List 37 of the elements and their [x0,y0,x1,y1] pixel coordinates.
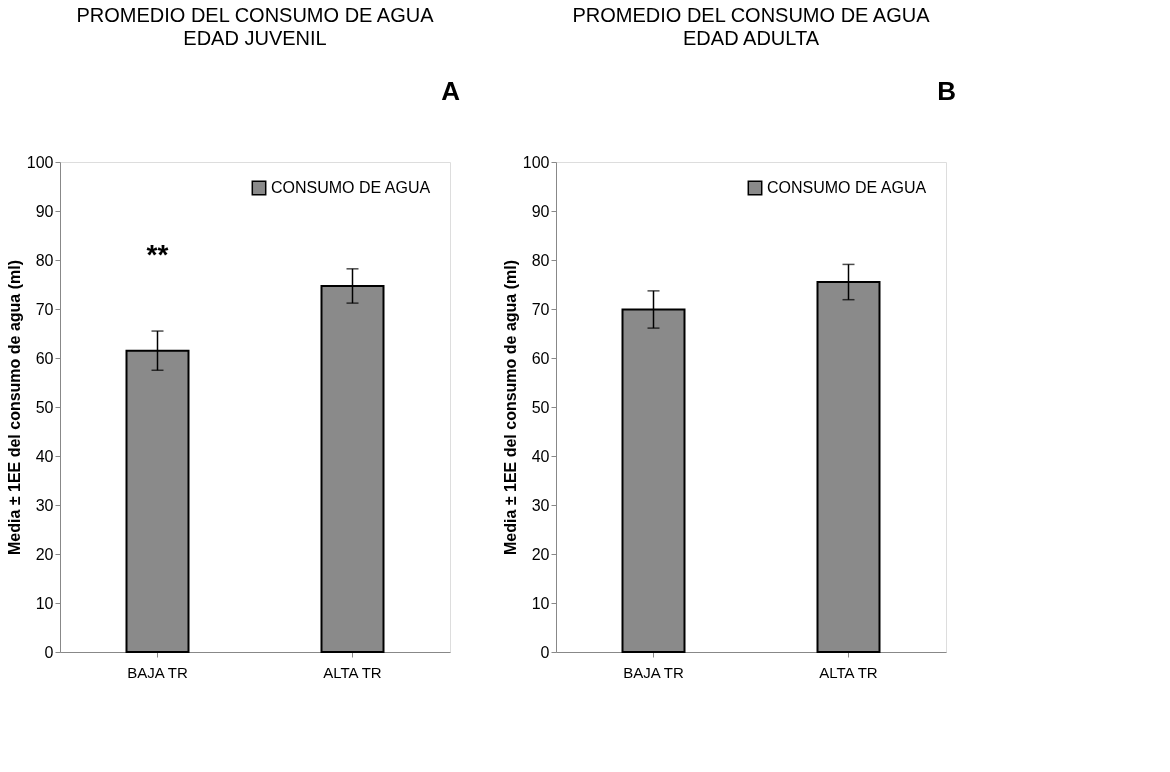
y-tick-label: 0 [44,643,54,661]
chart-title: PROMEDIO DEL CONSUMO DE AGUA [76,4,435,26]
y-tick-label: 10 [35,594,54,612]
y-tick-label: 100 [522,153,550,171]
y-tick-label: 90 [35,202,54,220]
y-tick-label: 50 [35,398,54,416]
y-tick-label: 70 [531,300,550,318]
y-axis-title: Media ± 1EE del consumo de agua (ml) [501,259,519,556]
y-tick-label: 80 [531,251,550,269]
y-axis-title: Media ± 1EE del consumo de agua (ml) [5,259,23,556]
x-tick-label: BAJA TR [127,663,188,681]
legend-label: CONSUMO DE AGUA [767,179,927,196]
y-tick-label: 70 [35,300,54,318]
y-tick-label: 60 [35,349,54,367]
y-tick-label: 0 [540,643,550,661]
x-tick-label: ALTA TR [819,663,878,681]
annotation: ** [146,238,169,270]
chart-subtitle: EDAD JUVENIL [183,27,327,49]
chart-title: PROMEDIO DEL CONSUMO DE AGUA [572,4,931,26]
y-tick-label: 30 [35,496,54,514]
y-tick-label: 90 [531,202,550,220]
y-tick-label: 80 [35,251,54,269]
y-tick-label: 10 [531,594,550,612]
x-tick-label: BAJA TR [623,663,684,681]
y-tick-label: 60 [531,349,550,367]
text: A [441,76,461,106]
y-tick-label: 50 [531,398,550,416]
y-tick-label: 40 [531,447,550,465]
legend-label: CONSUMO DE AGUA [271,179,431,196]
y-tick-label: 20 [531,545,550,563]
x-tick-label: ALTA TR [323,663,382,681]
y-tick-label: 30 [531,496,550,514]
text: B [937,76,956,106]
y-tick-label: 100 [26,153,54,171]
chart-subtitle: EDAD ADULTA [683,27,820,49]
y-tick-label: 40 [35,447,54,465]
y-tick-label: 20 [35,545,54,563]
